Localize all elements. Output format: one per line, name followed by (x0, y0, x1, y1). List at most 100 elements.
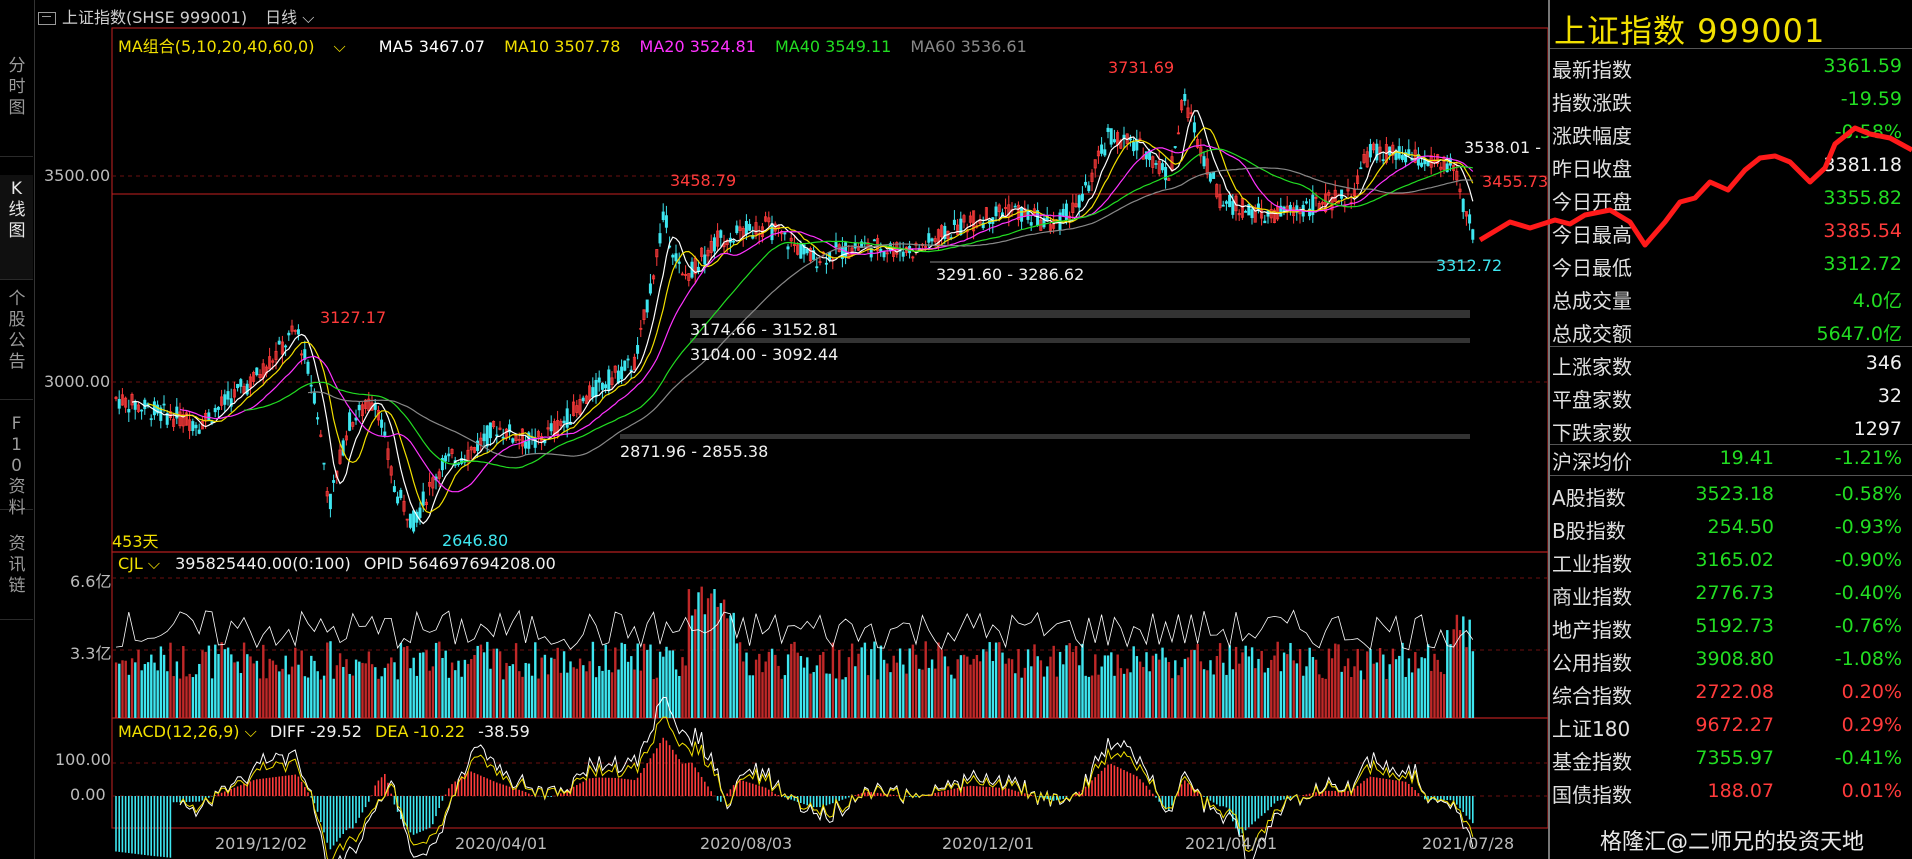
candle-body (764, 216, 768, 222)
period-select[interactable]: 日线 ⌵ (265, 8, 315, 27)
volume-bar (226, 647, 230, 718)
candle-body (1132, 141, 1136, 152)
volume-bar (706, 598, 710, 718)
candle-body (578, 399, 582, 415)
tab-announcements[interactable]: 个股公告 (0, 285, 33, 400)
chevron-down-icon: ⌵ (302, 8, 315, 27)
volume-bar (508, 665, 511, 718)
candle-body (1087, 185, 1091, 192)
volume-bar (1343, 666, 1347, 718)
volume-bar (204, 651, 207, 718)
candle-body (818, 261, 822, 264)
volume-bar (473, 654, 476, 718)
volume-bar (620, 642, 623, 718)
date-tick: 2019/12/02 (215, 834, 308, 853)
candle-body (1314, 196, 1318, 199)
volume-bar (761, 672, 764, 718)
volume-bar (278, 671, 281, 718)
date-tick: 2021/07/28 (1422, 834, 1515, 853)
tab-news-chain[interactable]: 资讯链 (0, 530, 33, 620)
candle-body (284, 345, 288, 348)
candle-body (191, 421, 195, 432)
index-row[interactable]: 商业指数 2776.73 -0.40% (1552, 577, 1912, 610)
volume-bar (882, 659, 886, 718)
candle-body (680, 273, 684, 276)
candle-body (1221, 204, 1225, 207)
index-change: 0.01% (1841, 780, 1902, 802)
price-pane-frame (111, 27, 1548, 553)
index-name: 综合指数 (1552, 684, 1632, 708)
volume-bar (524, 662, 527, 718)
volume-bar (1420, 657, 1423, 718)
volume-bar (764, 661, 767, 718)
candle-body (591, 387, 595, 398)
candle-body (511, 438, 515, 443)
breadth-value: 32 (1877, 385, 1902, 407)
candle-body (133, 400, 137, 410)
candle-body (642, 309, 646, 321)
index-row[interactable]: 国债指数 188.07 0.01% (1552, 775, 1912, 808)
volume-bar (329, 641, 332, 718)
date-tick: 2021/04/01 (1185, 834, 1278, 853)
volume-ma-line (115, 609, 1474, 651)
volume-indicator-name[interactable]: CJL ⌵ (118, 554, 161, 573)
volume-bar (338, 653, 342, 718)
volume-bar (1273, 655, 1276, 718)
volume-bar (262, 644, 265, 718)
candle-body (357, 404, 361, 411)
volume-bar (1164, 657, 1167, 718)
macd-legend: MACD(12,26,9) ⌵ DIFF -29.52 DEA -10.22 -… (118, 722, 530, 741)
index-row[interactable]: 基金指数 7355.97 -0.41% (1552, 742, 1912, 775)
volume-bar (959, 655, 963, 718)
candle-body (447, 453, 451, 457)
volume-bar (1231, 669, 1235, 718)
candle-body (1183, 94, 1187, 102)
candle-body (936, 229, 940, 246)
volume-bar (649, 644, 652, 718)
quote-row: 今日开盘 3355.82 (1552, 182, 1912, 215)
avg-price-row: 沪深均价 19.41 -1.21% (1552, 447, 1902, 474)
candle-body (1109, 128, 1113, 145)
candle-body (402, 500, 406, 512)
volume-bar (415, 675, 419, 718)
candle-body (1218, 194, 1222, 209)
volume-bar (1135, 656, 1139, 718)
candle-body (197, 429, 201, 434)
volume-bar (233, 662, 236, 718)
ma-group-label[interactable]: MA组合(5,10,20,40,60,0) ⌵ (118, 37, 346, 56)
candle-body (1205, 158, 1209, 175)
volume-bar (156, 670, 159, 718)
ma5-value: MA5 3467.07 (378, 37, 485, 56)
volume-bar (297, 664, 300, 718)
volume-bar (758, 653, 761, 718)
candle-body (293, 330, 297, 332)
candle-body (213, 408, 217, 413)
volume-bar (674, 669, 678, 718)
candle-body (325, 491, 329, 497)
volume-bar (178, 678, 182, 718)
volume-bar (348, 673, 351, 718)
tab-kline[interactable]: K线图 (0, 175, 33, 280)
index-row[interactable]: 公用指数 3908.80 -1.08% (1552, 643, 1912, 676)
volume-bar (748, 675, 751, 718)
index-row[interactable]: B股指数 254.50 -0.93% (1552, 511, 1912, 544)
tab-timeshare[interactable]: 分时图 (0, 50, 33, 157)
volume-bar (386, 663, 390, 718)
index-row[interactable]: A股指数 3523.18 -0.58% (1552, 478, 1912, 511)
tab-f10[interactable]: F10资料 (0, 410, 33, 518)
candle-body (408, 513, 412, 528)
volume-bar (1110, 652, 1113, 718)
index-row[interactable]: 工业指数 3165.02 -0.90% (1552, 544, 1912, 577)
volume-bar (1138, 661, 1142, 718)
volume-bar (1305, 666, 1308, 718)
window-icon[interactable] (38, 12, 56, 25)
index-row[interactable]: 地产指数 5192.73 -0.76% (1552, 610, 1912, 643)
index-row[interactable]: 上证180 9672.27 0.29% (1552, 709, 1912, 742)
candle-body (892, 248, 896, 257)
kline-chart-canvas[interactable] (0, 0, 1548, 859)
candle-body (639, 327, 643, 330)
index-row[interactable]: 综合指数 2722.08 0.20% (1552, 676, 1912, 709)
volume-bar (434, 642, 438, 718)
macd-indicator-name[interactable]: MACD(12,26,9) ⌵ (118, 722, 257, 741)
volume-bar (175, 661, 179, 718)
